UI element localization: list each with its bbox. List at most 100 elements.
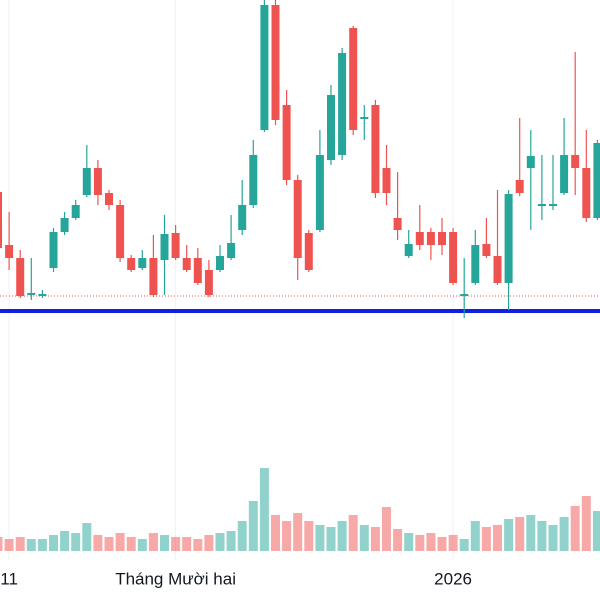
x-tick-label: 2026 [434, 569, 472, 588]
volume-bar [359, 525, 369, 551]
candle-body [415, 232, 424, 245]
volume-bar [382, 507, 391, 551]
volume-bar [126, 537, 136, 551]
candle-body [482, 244, 491, 256]
volume-bar [60, 531, 70, 551]
candle-body [216, 256, 224, 270]
volume-bar [248, 501, 258, 551]
volume-bar [204, 535, 214, 551]
volume-bar [504, 519, 514, 551]
candle-body [571, 155, 580, 168]
volume-bar [415, 535, 425, 551]
candle-body [204, 270, 213, 295]
candle-body [426, 232, 435, 245]
candle-body [504, 194, 513, 283]
volume-bar [592, 511, 600, 551]
volume-bar [326, 527, 336, 551]
candle-body [537, 204, 546, 206]
volume-bar [171, 537, 181, 551]
volume-bar [182, 537, 192, 551]
volume-bar [82, 523, 92, 551]
candle-body [127, 258, 136, 270]
volume-bar [137, 539, 147, 551]
candle-body [549, 204, 557, 206]
volume-bar [115, 533, 125, 551]
candle-body [493, 256, 502, 283]
volume-bar [0, 537, 3, 551]
candle-body [182, 258, 191, 270]
candle-body [82, 168, 91, 195]
candle-body [449, 232, 458, 283]
candle-body [105, 193, 113, 205]
candle-body [138, 258, 147, 268]
volume-bar [193, 539, 203, 551]
candle-body [382, 168, 391, 193]
candle-body [193, 258, 202, 283]
volume-bar [93, 535, 103, 551]
volume-bar [282, 521, 292, 551]
volume-bar [315, 525, 325, 551]
volume-bar [71, 533, 81, 551]
volume-bar [26, 539, 36, 551]
candle-body [271, 5, 280, 120]
volume-bar [259, 468, 269, 551]
candle-body [349, 28, 358, 130]
volume-bar [271, 515, 280, 551]
volume-bar [459, 539, 469, 551]
candle-body [71, 205, 80, 218]
volume-bar [15, 537, 25, 551]
candle-body [393, 218, 402, 230]
candle-body [338, 53, 347, 155]
volume-bar [426, 533, 436, 551]
candle-body [304, 233, 313, 270]
candle-body [293, 180, 302, 258]
candle-body [249, 155, 258, 205]
volume-bar [4, 539, 14, 551]
volume-bar [49, 535, 58, 551]
volume-bar [404, 533, 414, 551]
candle-body [38, 294, 47, 296]
volume-bar [548, 525, 558, 551]
volume-bar [215, 533, 225, 551]
volume-bar [448, 535, 458, 551]
candle-body [515, 180, 524, 193]
volume-bar [537, 521, 547, 551]
candle-body [149, 258, 158, 295]
candle-body [282, 105, 291, 180]
candle-body [560, 155, 569, 193]
candle-body [227, 243, 236, 258]
volume-bar [148, 533, 158, 551]
candle-body [438, 232, 446, 245]
candle-body [360, 117, 369, 119]
volume-bar [570, 506, 580, 551]
candle-body [327, 95, 335, 160]
volume-bar [237, 521, 247, 551]
volume-bar [559, 517, 569, 551]
candle-body [60, 218, 69, 232]
candle-body [526, 156, 535, 168]
volume-bar [226, 531, 236, 551]
volume-bar [437, 537, 447, 551]
x-tick-label: Tháng Mười hai [115, 569, 236, 588]
candle-body [260, 5, 269, 130]
candle-body [171, 233, 180, 258]
candle-body [27, 293, 36, 295]
candle-body [582, 168, 591, 218]
candle-body [93, 168, 102, 195]
volume-bar [481, 527, 491, 551]
candle-body [404, 244, 413, 256]
candle-body [116, 205, 125, 258]
volume-bar [37, 539, 47, 551]
candle-body [460, 294, 469, 296]
volume-bar [393, 529, 403, 551]
candle-body [160, 234, 169, 260]
volume-bar [337, 521, 347, 551]
volume-bar [160, 535, 169, 551]
candle-body [593, 143, 600, 218]
volume-bar [348, 515, 358, 551]
candle-body [5, 245, 14, 258]
candle-body [371, 105, 380, 193]
volume-bar [515, 517, 525, 551]
